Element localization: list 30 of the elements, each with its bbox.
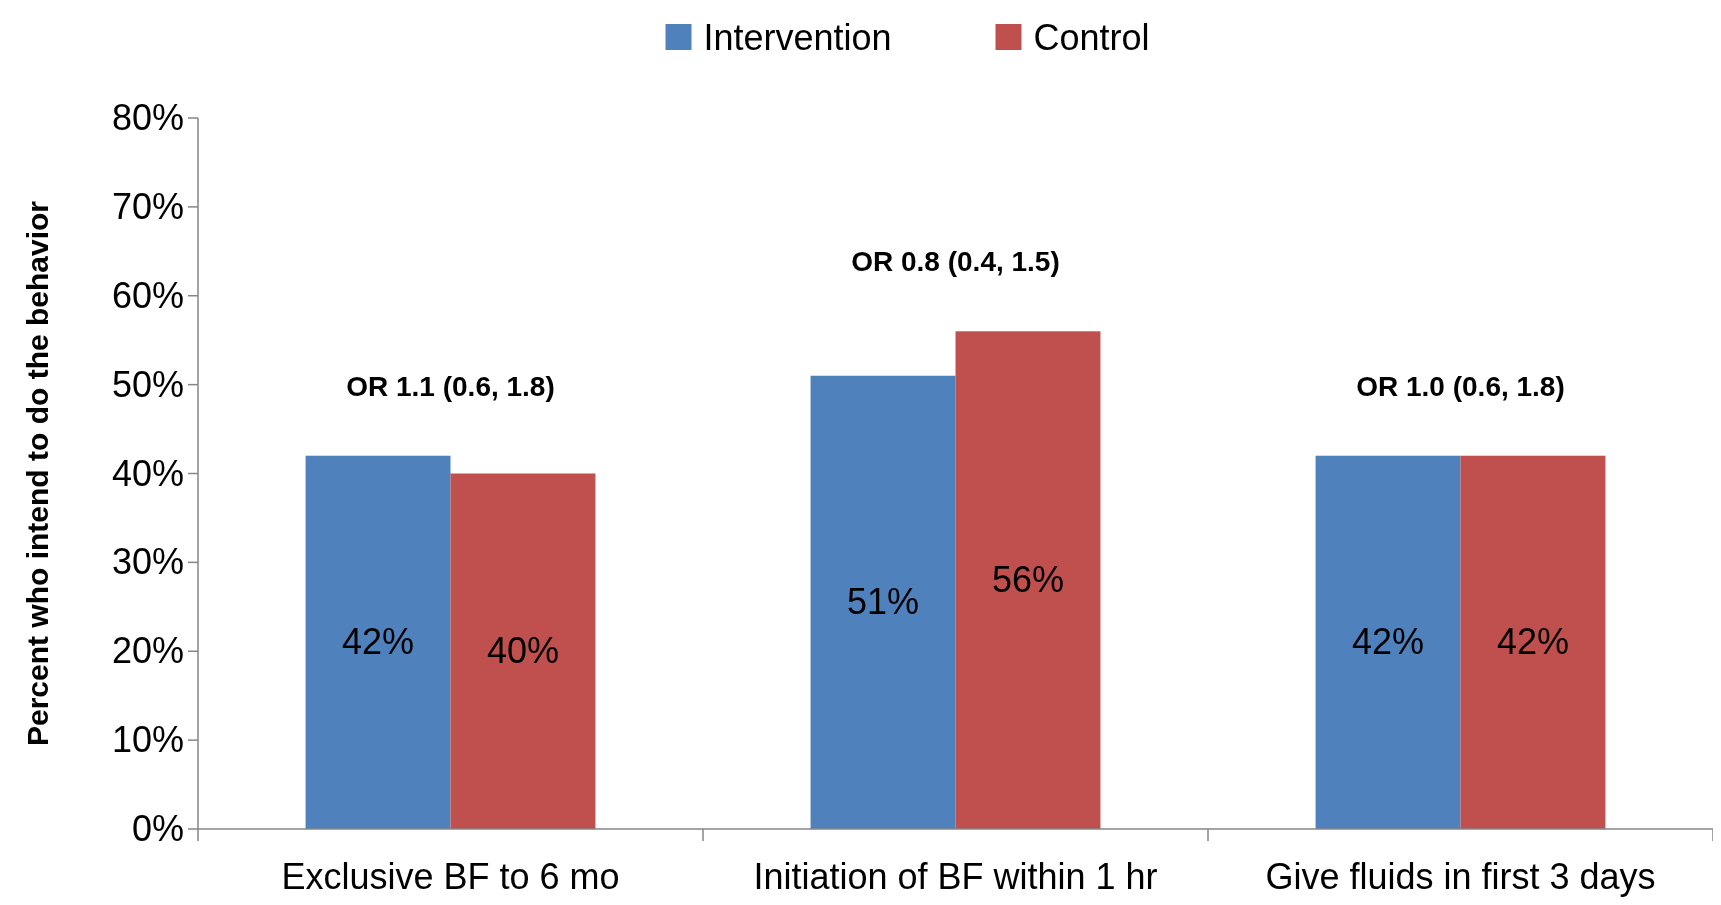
- x-tick-label: Exclusive BF to 6 mo: [281, 856, 620, 897]
- data-label: 56%: [991, 559, 1064, 601]
- y-tick-label: 30%: [111, 541, 184, 583]
- data-label: 51%: [847, 581, 920, 623]
- legend-label: Intervention: [703, 17, 892, 58]
- bar: [955, 331, 1101, 829]
- y-tick-label: 60%: [111, 274, 184, 316]
- bar: [305, 455, 451, 829]
- annotation: OR 1.0 (0.6, 1.8): [1356, 370, 1565, 402]
- x-tick-label: Give fluids in first 3 days: [1265, 856, 1656, 897]
- y-tick-label: 0%: [131, 808, 184, 849]
- bar: [1460, 455, 1606, 829]
- data-label: 42%: [1496, 621, 1569, 663]
- annotation: OR 1.1 (0.6, 1.8): [346, 370, 555, 402]
- y-tick-label: 10%: [111, 719, 184, 761]
- bar: [1315, 455, 1461, 829]
- y-tick-label: 70%: [111, 185, 184, 227]
- data-label: 42%: [342, 621, 415, 663]
- bar: [810, 375, 956, 829]
- y-axis-title: Percent who intend to do the behavior: [21, 200, 54, 747]
- y-tick-label: 20%: [111, 630, 184, 672]
- legend-label: Control: [1033, 17, 1150, 58]
- annotation: OR 0.8 (0.4, 1.5): [851, 246, 1060, 278]
- data-label: 40%: [486, 630, 559, 672]
- x-tick-label: Initiation of BF within 1 hr: [753, 856, 1158, 897]
- data-label: 42%: [1352, 621, 1425, 663]
- y-tick-label: 40%: [111, 452, 184, 494]
- y-tick-label: 50%: [111, 363, 184, 405]
- bar: [450, 473, 596, 829]
- y-tick-label: 80%: [111, 97, 184, 138]
